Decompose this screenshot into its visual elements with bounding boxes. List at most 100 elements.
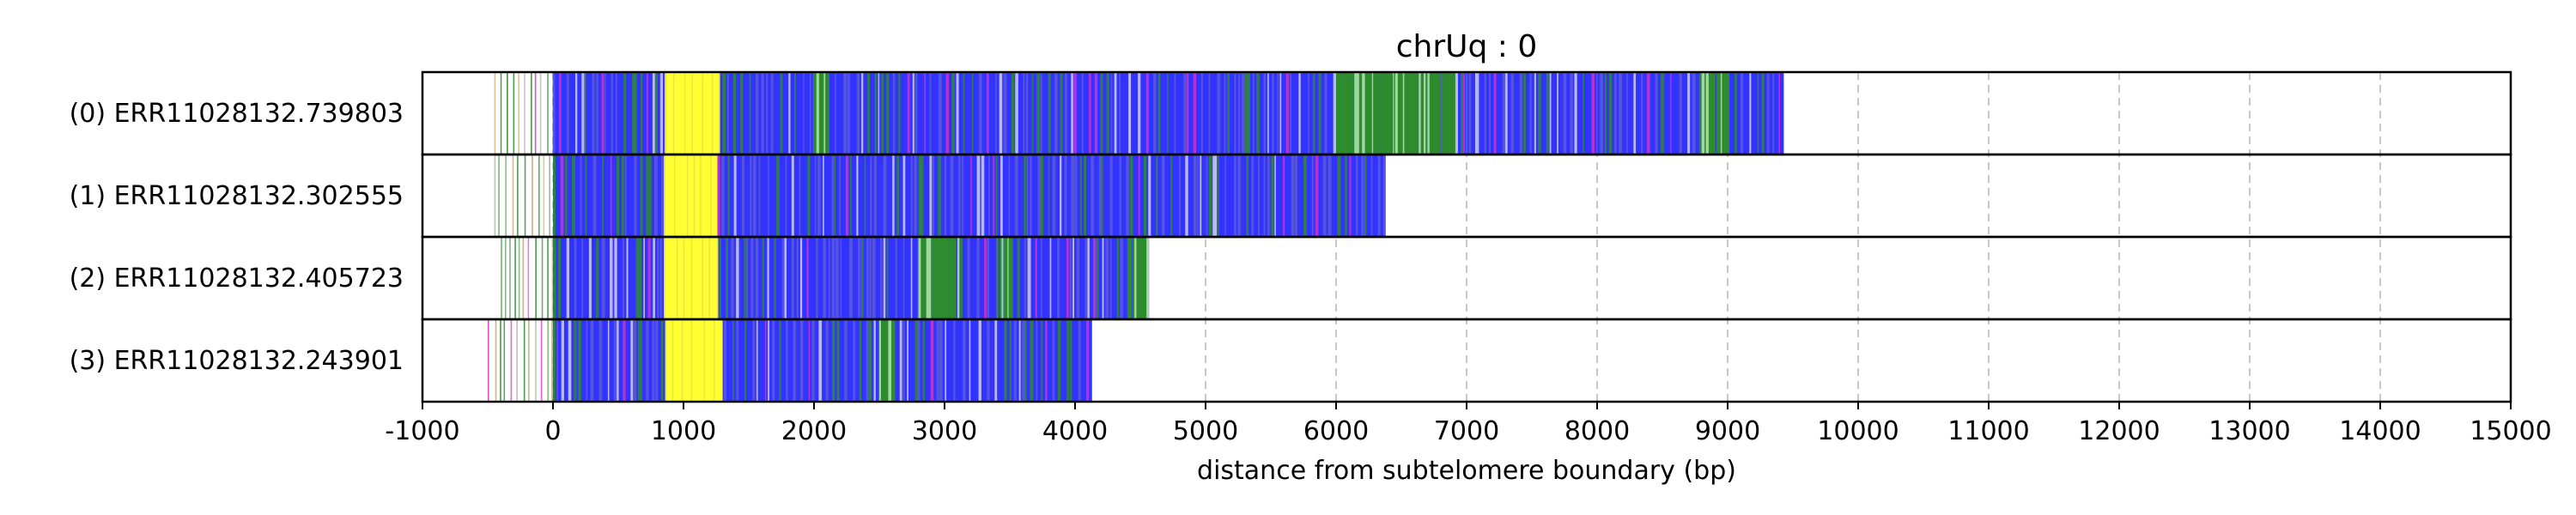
repeat-variant-stripe bbox=[727, 155, 730, 236]
repeat-variant-stripe bbox=[914, 155, 917, 236]
repeat-variant-stripe bbox=[1156, 155, 1158, 236]
repeat-variant-stripe bbox=[1161, 155, 1165, 236]
repeat-variant-stripe bbox=[1024, 238, 1026, 318]
repeat-variant-stripe bbox=[740, 73, 744, 154]
repeat-variant-stripe bbox=[772, 320, 775, 401]
repeat-variant-stripe bbox=[803, 73, 805, 154]
repeat-variant-stripe bbox=[626, 238, 629, 318]
read-prefix-stripe bbox=[507, 73, 508, 154]
repeat-variant-stripe bbox=[1100, 73, 1103, 154]
row-label: (2) ERR11028132.405723 bbox=[70, 264, 404, 294]
repeat-variant-stripe bbox=[1619, 73, 1622, 154]
repeat-variant-stripe bbox=[1120, 238, 1124, 318]
variant-cluster-stripe bbox=[814, 73, 818, 154]
repeat-variant-stripe bbox=[1011, 73, 1015, 154]
variant-cluster-stripe bbox=[880, 320, 885, 401]
repeat-variant-stripe bbox=[861, 73, 864, 154]
repeat-variant-stripe bbox=[1078, 320, 1081, 401]
repeat-variant-stripe bbox=[617, 320, 619, 401]
repeat-variant-stripe bbox=[987, 320, 990, 401]
repeat-variant-stripe bbox=[604, 73, 606, 154]
repeat-variant-stripe bbox=[659, 73, 664, 154]
x-tick-label: 13000 bbox=[2208, 416, 2290, 446]
repeat-variant-stripe bbox=[746, 238, 749, 318]
repeat-variant-stripe bbox=[1234, 73, 1236, 154]
repeat-variant-stripe bbox=[892, 155, 895, 236]
repeat-variant-stripe bbox=[1312, 73, 1315, 154]
variant-cluster-stripe bbox=[1133, 238, 1135, 318]
variant-cluster-stripe bbox=[818, 73, 822, 154]
repeat-variant-stripe bbox=[1145, 73, 1149, 154]
variant-cluster-stripe bbox=[1438, 73, 1441, 154]
repeat-variant-stripe bbox=[1274, 155, 1276, 236]
row-label: (1) ERR11028132.302555 bbox=[70, 181, 404, 211]
repeat-variant-stripe bbox=[918, 155, 922, 236]
repeat-variant-stripe bbox=[836, 320, 840, 401]
repeat-variant-stripe bbox=[1109, 238, 1112, 318]
read-prefix-stripe bbox=[549, 155, 550, 236]
x-tick-label: 8000 bbox=[1564, 416, 1630, 446]
repeat-variant-stripe bbox=[1608, 73, 1612, 154]
repeat-variant-stripe bbox=[807, 155, 811, 236]
repeat-variant-stripe bbox=[1206, 155, 1208, 236]
variant-cluster-stripe bbox=[1412, 73, 1414, 154]
read-prefix-stripe bbox=[540, 320, 543, 401]
x-tick-label: 5000 bbox=[1173, 416, 1238, 446]
repeat-variant-stripe bbox=[883, 155, 887, 236]
read-prefix-stripe bbox=[505, 238, 507, 318]
repeat-variant-stripe bbox=[1183, 73, 1187, 154]
repeat-variant-stripe bbox=[788, 73, 791, 154]
repeat-variant-stripe bbox=[1130, 155, 1133, 236]
repeat-variant-stripe bbox=[1060, 155, 1062, 236]
repeat-variant-stripe bbox=[568, 320, 572, 401]
repeat-variant-stripe bbox=[556, 320, 559, 401]
variant-cluster-stripe bbox=[1713, 73, 1716, 154]
repeat-variant-stripe bbox=[866, 320, 869, 401]
repeat-variant-stripe bbox=[578, 320, 581, 401]
repeat-variant-stripe bbox=[924, 73, 926, 154]
repeat-variant-stripe bbox=[1698, 73, 1703, 154]
repeat-variant-stripe bbox=[723, 320, 726, 401]
read-prefix-stripe bbox=[532, 155, 533, 236]
repeat-variant-stripe bbox=[721, 155, 725, 236]
repeat-variant-stripe bbox=[1138, 73, 1141, 154]
repeat-variant-stripe bbox=[566, 73, 569, 154]
repeat-variant-stripe bbox=[969, 320, 971, 401]
repeat-variant-stripe bbox=[995, 73, 997, 154]
repeat-variant-stripe bbox=[828, 238, 830, 318]
repeat-variant-stripe bbox=[886, 73, 890, 154]
read-prefix-stripe bbox=[524, 155, 526, 236]
variant-cluster-stripe bbox=[1145, 238, 1148, 318]
read-prefix-stripe bbox=[547, 320, 550, 401]
repeat-variant-stripe bbox=[1455, 73, 1458, 154]
repeat-variant-stripe bbox=[601, 73, 605, 154]
repeat-variant-stripe bbox=[1081, 73, 1084, 154]
repeat-variant-stripe bbox=[1315, 155, 1319, 236]
repeat-variant-stripe bbox=[1224, 155, 1226, 236]
repeat-variant-stripe bbox=[726, 238, 728, 318]
repeat-variant-stripe bbox=[1529, 73, 1532, 154]
variant-cluster-stripe bbox=[891, 320, 896, 401]
repeat-variant-stripe bbox=[825, 320, 829, 401]
repeat-variant-stripe bbox=[912, 73, 914, 154]
repeat-variant-stripe bbox=[1352, 73, 1355, 154]
repeat-variant-stripe bbox=[812, 73, 815, 154]
variant-cluster-stripe bbox=[1705, 73, 1710, 154]
variant-cluster-stripe bbox=[1416, 73, 1419, 154]
repeat-variant-stripe bbox=[1318, 73, 1321, 154]
read-prefix-stripe bbox=[498, 155, 500, 236]
repeat-variant-stripe bbox=[1772, 73, 1775, 154]
read-prefix-stripe bbox=[528, 320, 530, 401]
repeat-variant-stripe bbox=[1084, 155, 1086, 236]
read-prefix-stripe bbox=[518, 73, 519, 154]
repeat-variant-stripe bbox=[732, 73, 737, 154]
repeat-variant-stripe bbox=[1148, 155, 1151, 236]
repeat-variant-stripe bbox=[640, 320, 643, 401]
variant-cluster-stripe bbox=[1382, 73, 1385, 154]
repeat-variant-stripe bbox=[585, 155, 587, 236]
repeat-variant-stripe bbox=[660, 320, 664, 401]
repeat-variant-stripe bbox=[1167, 73, 1169, 154]
repeat-variant-stripe bbox=[602, 155, 605, 236]
repeat-variant-stripe bbox=[1054, 73, 1058, 154]
repeat-variant-stripe bbox=[878, 73, 880, 154]
